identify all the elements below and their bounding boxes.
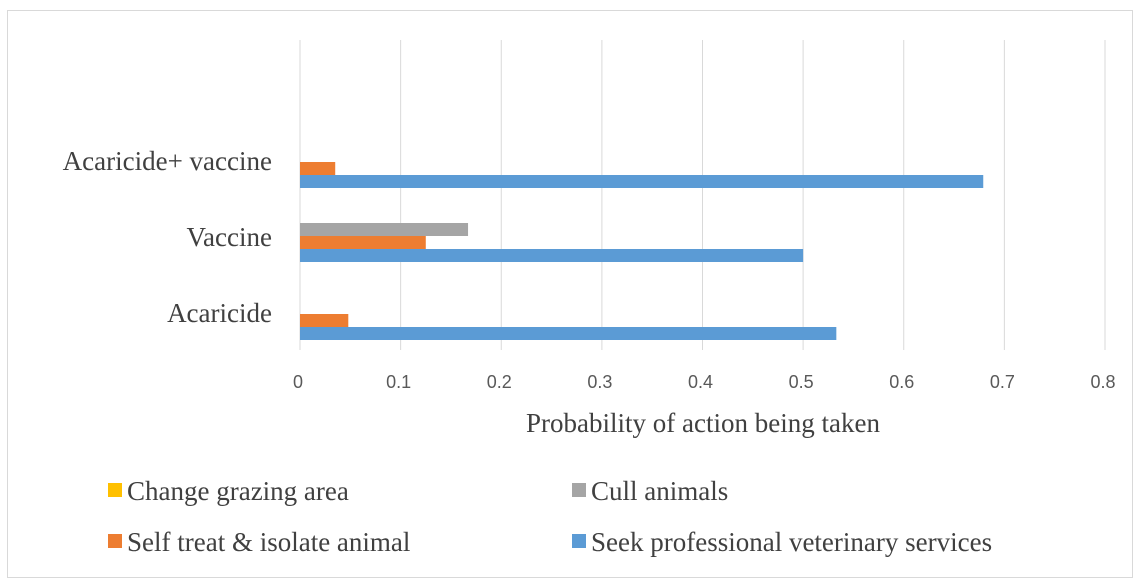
- legend-label: Self treat & isolate animal: [127, 527, 410, 557]
- legend-label: Change grazing area: [127, 476, 349, 506]
- category-label: Acaricide: [167, 298, 272, 328]
- bar-self-treat-isolate-animal-acaricide: [300, 314, 349, 327]
- x-tick-label: 0.6: [889, 372, 914, 392]
- chart-frame: [7, 10, 1133, 578]
- x-tick-label: 0.7: [990, 372, 1015, 392]
- category-labels: Acaricide Vaccine Acaricide+ vaccine: [63, 146, 272, 328]
- category-label: Vaccine: [187, 222, 272, 252]
- legend-swatch: [108, 534, 122, 548]
- x-axis-title: Probability of action being taken: [526, 408, 880, 438]
- bar-seek-professional-veterinary-services-acaricide: [300, 327, 837, 340]
- bar-self-treat-isolate-animal-vaccine: [300, 236, 426, 249]
- x-tick-label: 0.3: [587, 372, 612, 392]
- bar-cull-animals-vaccine: [300, 223, 469, 236]
- x-tick-label: 0.4: [688, 372, 713, 392]
- x-tick-label: 0: [293, 372, 303, 392]
- gridlines: [299, 40, 1106, 350]
- legend: Change grazing area Cull animals Self trea…: [108, 476, 992, 557]
- legend-label: Cull animals: [591, 476, 728, 506]
- legend-swatch: [572, 483, 586, 497]
- x-tick-labels: 0 0.1 0.2 0.3 0.4 0.5 0.6 0.7 0.8: [293, 372, 1116, 392]
- legend-swatch: [108, 483, 122, 497]
- bars: [300, 162, 984, 340]
- x-tick-label: 0.5: [789, 372, 814, 392]
- bar-seek-professional-veterinary-services-vaccine: [300, 249, 804, 262]
- bar-self-treat-isolate-animal-acaricide-vaccine: [300, 162, 336, 175]
- legend-label: Seek professional veterinary services: [591, 527, 992, 557]
- bar-seek-professional-veterinary-services-acaricide-vaccine: [300, 175, 984, 188]
- x-tick-label: 0.1: [386, 372, 411, 392]
- legend-swatch: [572, 534, 586, 548]
- category-label: Acaricide+ vaccine: [63, 146, 272, 176]
- x-tick-label: 0.8: [1090, 372, 1115, 392]
- x-tick-label: 0.2: [487, 372, 512, 392]
